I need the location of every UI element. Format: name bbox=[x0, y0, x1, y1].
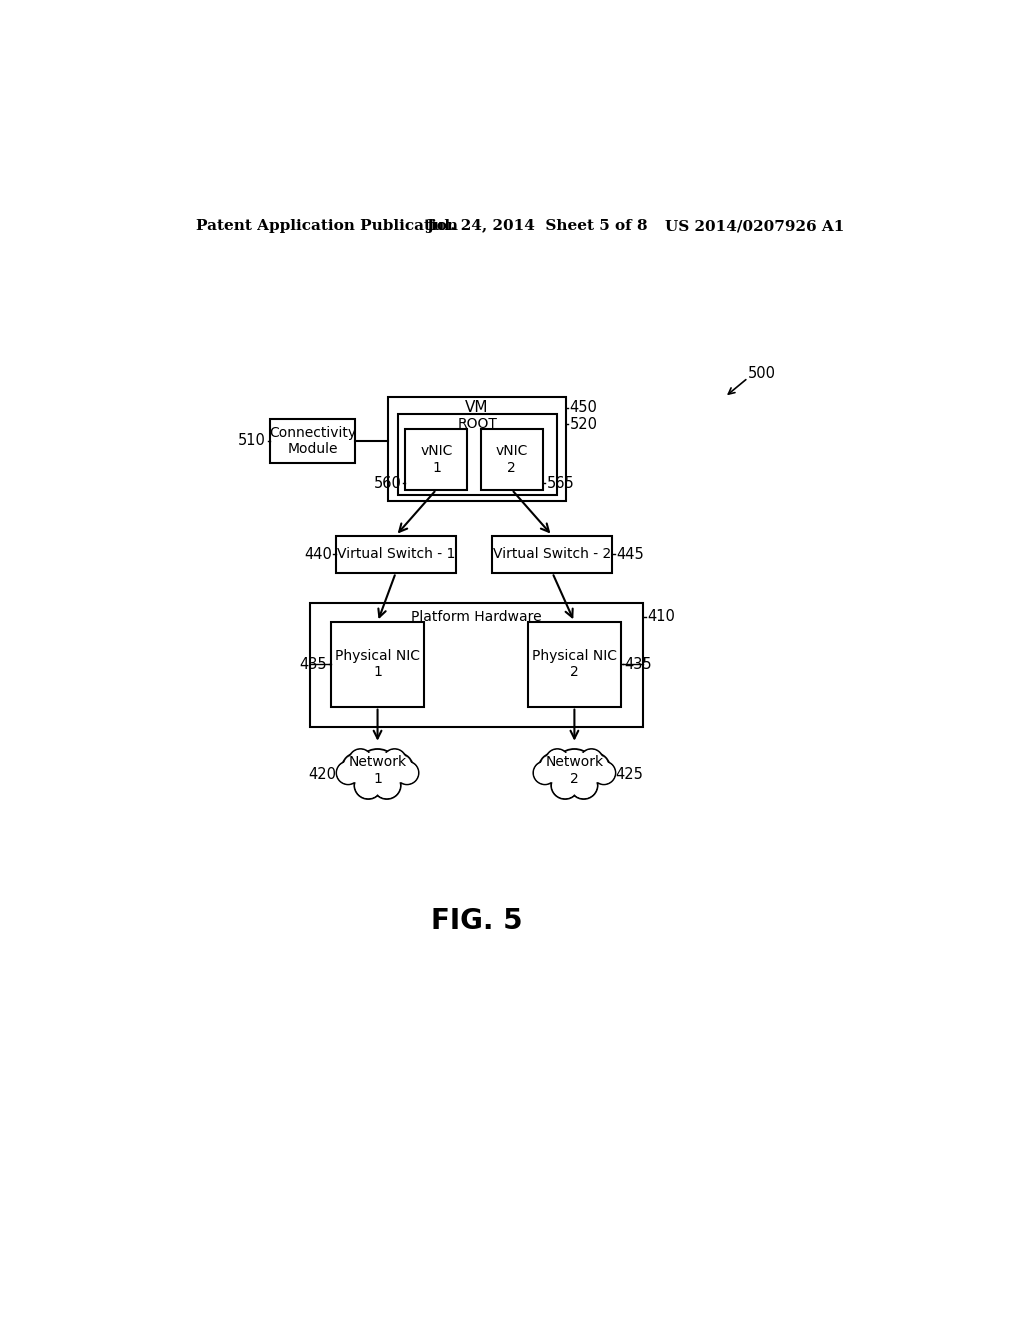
Circle shape bbox=[546, 748, 569, 772]
Circle shape bbox=[581, 755, 608, 781]
Text: 560: 560 bbox=[374, 475, 401, 491]
Text: 510: 510 bbox=[238, 433, 266, 449]
Text: 500: 500 bbox=[748, 367, 776, 381]
Text: Platform Hardware: Platform Hardware bbox=[412, 610, 542, 623]
Circle shape bbox=[579, 752, 610, 784]
Text: 425: 425 bbox=[615, 767, 643, 781]
Text: 410: 410 bbox=[647, 609, 675, 624]
Circle shape bbox=[594, 763, 614, 783]
Text: Physical NIC
2: Physical NIC 2 bbox=[531, 649, 616, 680]
Text: Patent Application Publication: Patent Application Publication bbox=[197, 219, 458, 234]
Text: 440: 440 bbox=[304, 546, 332, 562]
Circle shape bbox=[396, 763, 417, 783]
Text: FIG. 5: FIG. 5 bbox=[431, 907, 522, 935]
Circle shape bbox=[551, 771, 579, 799]
Circle shape bbox=[534, 762, 557, 784]
Circle shape bbox=[358, 751, 396, 789]
Text: Physical NIC
1: Physical NIC 1 bbox=[335, 649, 420, 680]
Circle shape bbox=[553, 748, 596, 792]
Circle shape bbox=[337, 762, 359, 784]
Text: Network
2: Network 2 bbox=[546, 755, 603, 785]
Circle shape bbox=[571, 774, 596, 797]
Circle shape bbox=[338, 763, 358, 783]
Text: vNIC
2: vNIC 2 bbox=[496, 445, 527, 475]
Text: 435: 435 bbox=[300, 657, 328, 672]
Text: 435: 435 bbox=[625, 657, 652, 672]
Bar bbox=[406, 429, 467, 490]
Text: 445: 445 bbox=[616, 546, 644, 562]
Circle shape bbox=[539, 752, 569, 784]
Text: 420: 420 bbox=[308, 767, 337, 781]
Bar bbox=[388, 397, 566, 502]
Circle shape bbox=[349, 748, 372, 772]
Circle shape bbox=[344, 755, 371, 781]
Text: 565: 565 bbox=[547, 475, 574, 491]
Circle shape bbox=[354, 771, 382, 799]
Text: 520: 520 bbox=[569, 417, 598, 432]
Text: Virtual Switch - 1: Virtual Switch - 1 bbox=[337, 548, 455, 561]
Bar bbox=[480, 429, 543, 490]
Circle shape bbox=[582, 750, 602, 771]
Circle shape bbox=[541, 755, 568, 781]
Circle shape bbox=[384, 755, 412, 781]
Bar bbox=[397, 414, 557, 495]
Text: VM: VM bbox=[465, 400, 488, 416]
Bar bbox=[331, 622, 424, 706]
Circle shape bbox=[555, 751, 594, 789]
Circle shape bbox=[375, 774, 399, 797]
Circle shape bbox=[356, 748, 399, 792]
Text: Network
1: Network 1 bbox=[348, 755, 407, 785]
Text: US 2014/0207926 A1: US 2014/0207926 A1 bbox=[665, 219, 845, 234]
Bar bbox=[270, 418, 355, 463]
Bar bbox=[493, 536, 612, 573]
Circle shape bbox=[350, 750, 371, 771]
Text: vNIC
1: vNIC 1 bbox=[420, 445, 453, 475]
Circle shape bbox=[382, 752, 414, 784]
Circle shape bbox=[383, 748, 407, 772]
Circle shape bbox=[553, 774, 578, 797]
Text: 450: 450 bbox=[569, 400, 598, 416]
Text: Virtual Switch - 2: Virtual Switch - 2 bbox=[494, 548, 611, 561]
Circle shape bbox=[342, 752, 373, 784]
Circle shape bbox=[569, 771, 598, 799]
Circle shape bbox=[535, 763, 555, 783]
Text: Jul. 24, 2014  Sheet 5 of 8: Jul. 24, 2014 Sheet 5 of 8 bbox=[426, 219, 648, 234]
Text: Connectivity
Module: Connectivity Module bbox=[269, 426, 356, 457]
Bar bbox=[336, 536, 456, 573]
Circle shape bbox=[356, 774, 381, 797]
Circle shape bbox=[373, 771, 400, 799]
Text: ROOT: ROOT bbox=[457, 417, 497, 432]
Bar bbox=[310, 603, 643, 726]
Circle shape bbox=[547, 750, 567, 771]
Circle shape bbox=[580, 748, 603, 772]
Circle shape bbox=[395, 762, 419, 784]
Bar bbox=[528, 622, 621, 706]
Circle shape bbox=[592, 762, 615, 784]
Circle shape bbox=[384, 750, 404, 771]
